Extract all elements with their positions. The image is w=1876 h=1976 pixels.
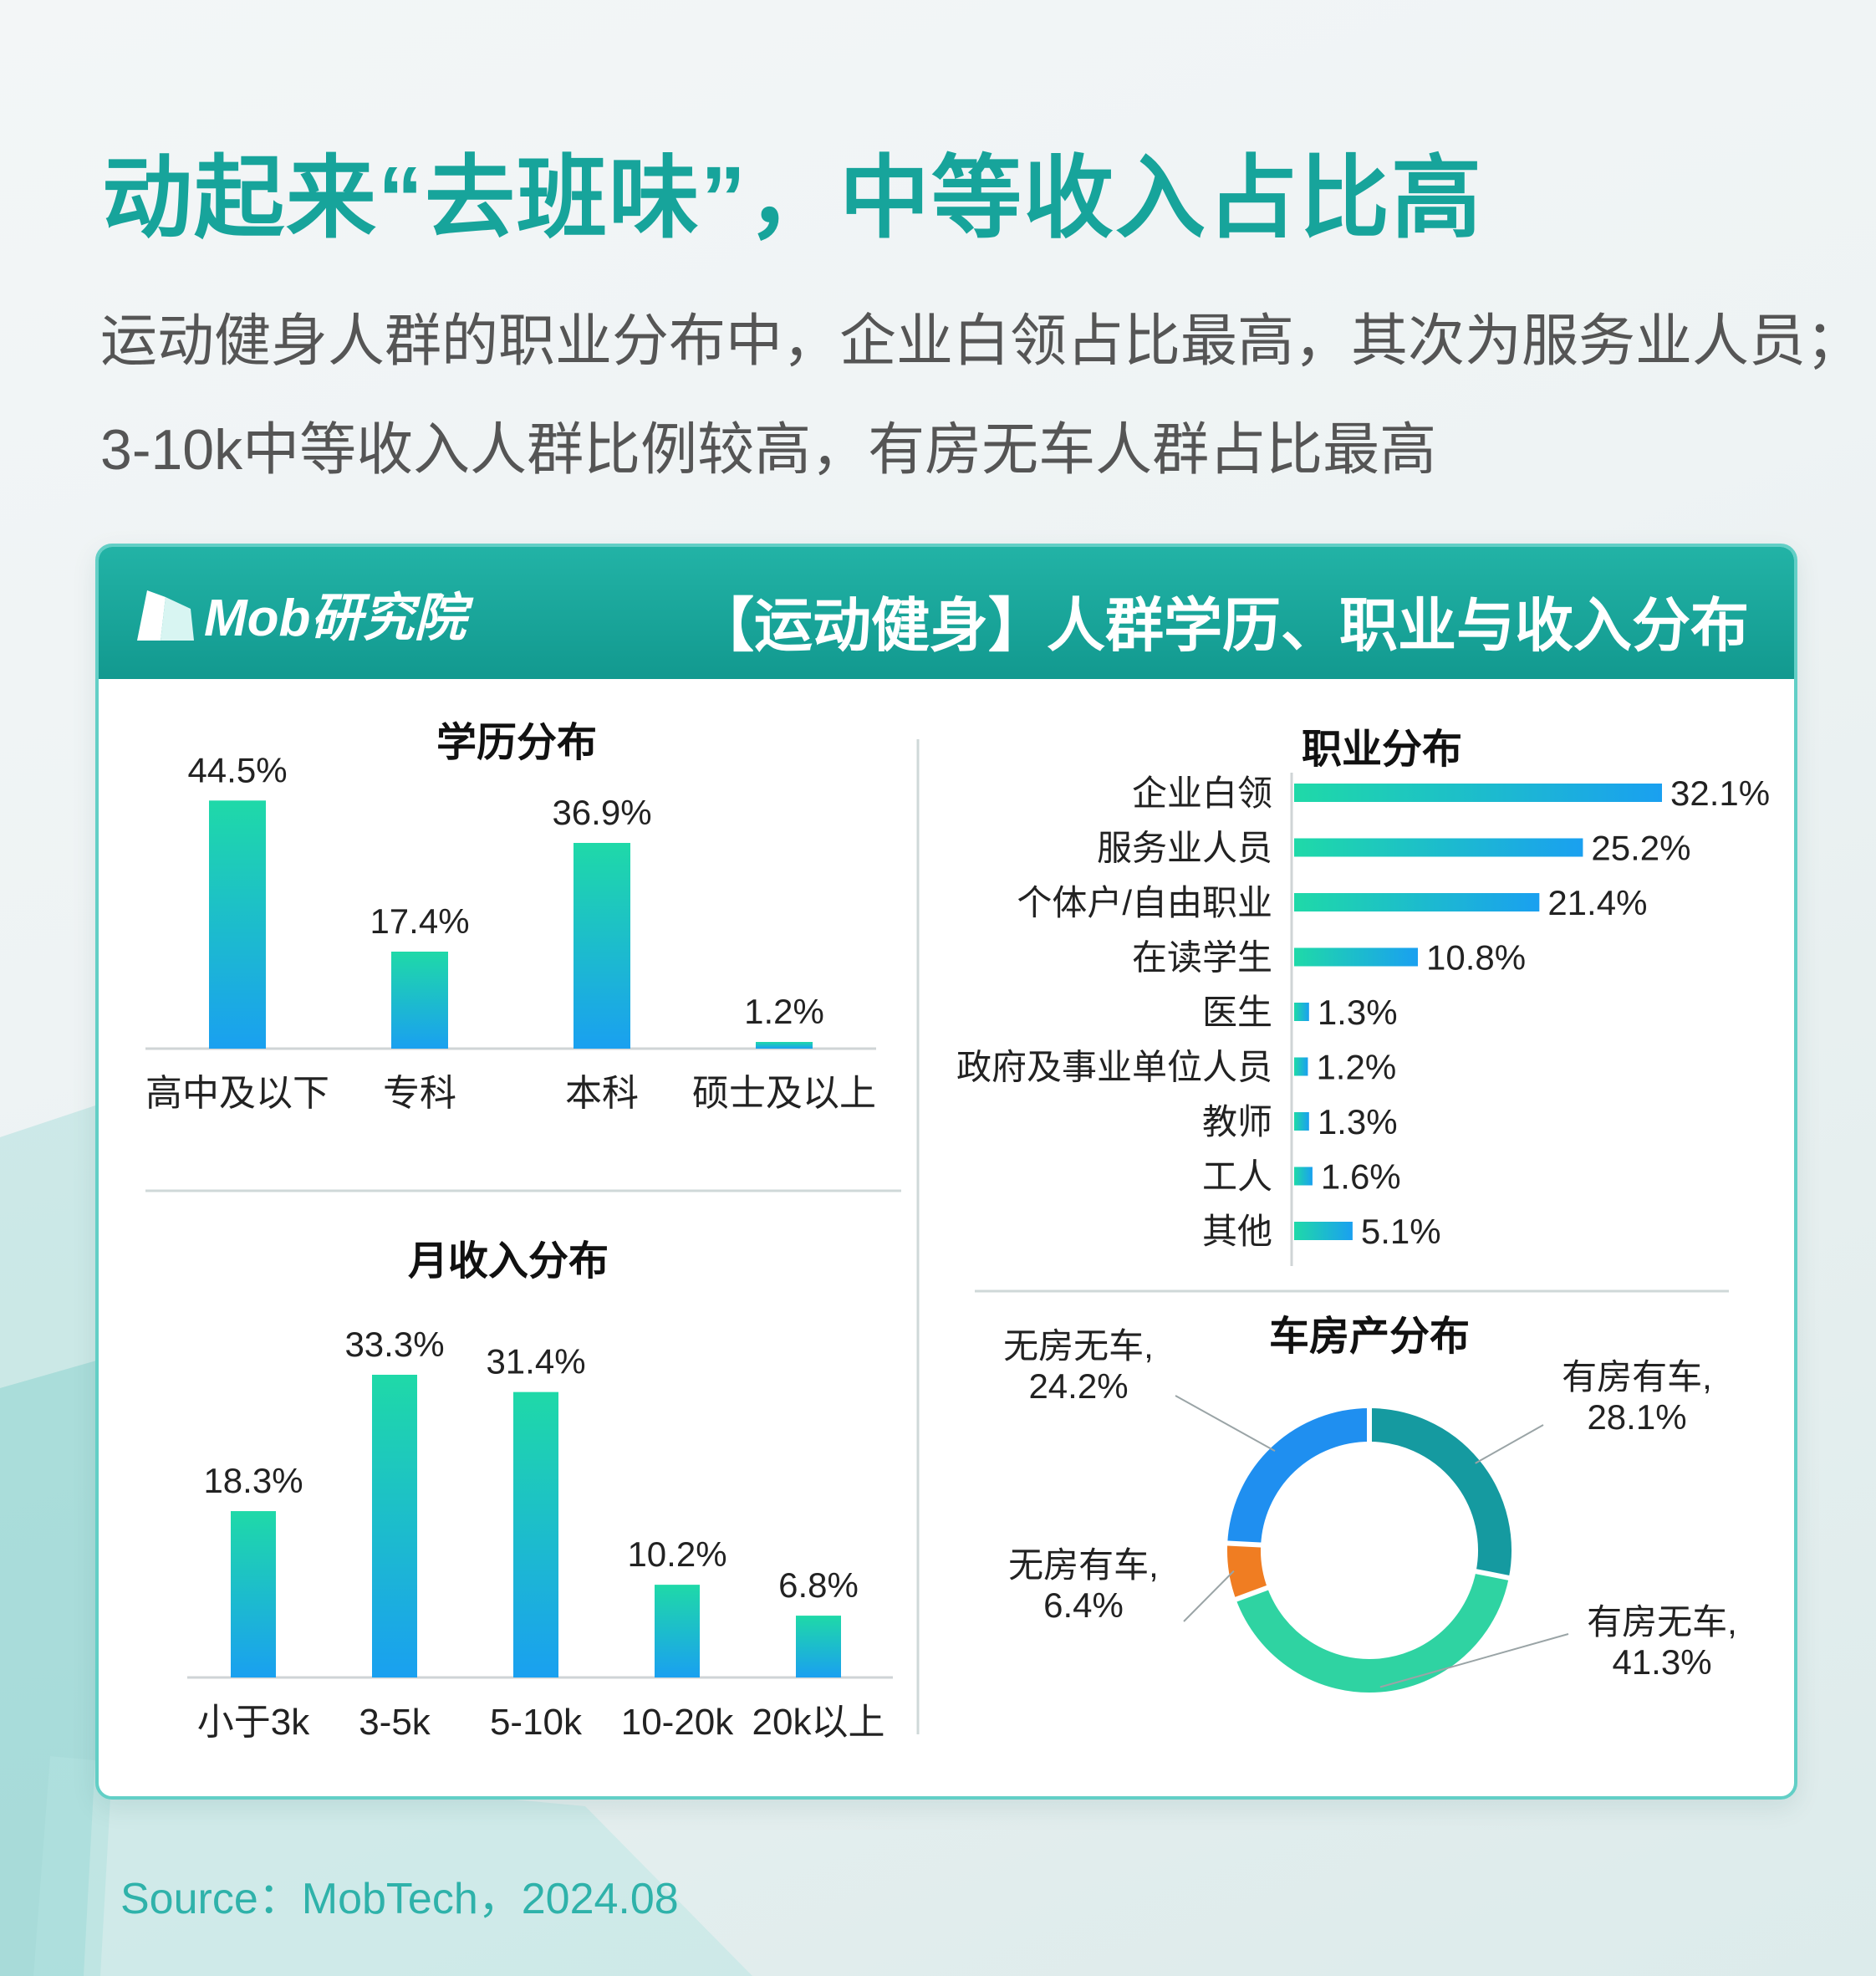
leader-line-2 — [1183, 1570, 1235, 1622]
slice-label-1: 有房无车, — [1587, 1602, 1737, 1642]
data-label-4: 6.8% — [778, 1565, 859, 1605]
bar-3 — [655, 1585, 700, 1677]
bar-8 — [1294, 1222, 1353, 1240]
data-label-1: 33.3% — [344, 1325, 444, 1364]
category-label-7: 工人 — [1202, 1157, 1272, 1197]
category-label-1: 服务业人员 — [1097, 829, 1272, 868]
donut-slice-0 — [1369, 1408, 1512, 1578]
data-label-3: 10.2% — [627, 1534, 726, 1574]
mob-logo: Mob研究院 — [135, 575, 466, 651]
data-label-1: 25.2% — [1591, 829, 1690, 868]
slice-value-1: 41.3% — [1612, 1642, 1711, 1682]
category-label-4: 医生 — [1202, 993, 1272, 1032]
data-label-0: 32.1% — [1670, 774, 1770, 813]
leader-line-0 — [1475, 1424, 1544, 1464]
charts-canvas: 学历分布 44.5% 高中及以下 17.4% 专科 36.9% 本科 1.2% 硕士及以上月收入… — [145, 721, 1770, 1743]
data-label-2: 36.9% — [552, 793, 651, 832]
source-text: Source：MobTech，2024.08 — [120, 1875, 679, 1923]
slice-label-0: 有房有车, — [1562, 1357, 1712, 1396]
bar-3 — [756, 1042, 813, 1049]
category-label-4: 20k以上 — [752, 1702, 885, 1743]
mob-logo-icon — [137, 590, 194, 641]
data-label-2: 21.4% — [1547, 883, 1647, 922]
category-label-0: 小于3k — [197, 1702, 310, 1743]
bar-1 — [1294, 838, 1583, 857]
data-label-6: 1.3% — [1318, 1102, 1398, 1141]
subtitle-line-2: 3-10k中等收入人群比例较高，有房无车人群占比最高 — [100, 418, 1437, 482]
bar-1 — [391, 952, 448, 1049]
category-label-3: 在读学生 — [1132, 938, 1272, 978]
data-label-3: 10.8% — [1426, 938, 1526, 978]
category-label-5: 政府及事业单位人员 — [956, 1048, 1272, 1087]
slice-gap — [1473, 1568, 1512, 1581]
bar-4 — [1294, 1003, 1309, 1021]
slice-label-3: 无房无车, — [1003, 1326, 1154, 1366]
donut-slice-1 — [1236, 1570, 1509, 1693]
category-label-2: 个体户/自由职业 — [1017, 883, 1272, 922]
bar-7 — [1294, 1167, 1313, 1186]
category-label-0: 高中及以下 — [145, 1073, 329, 1114]
data-label-8: 5.1% — [1361, 1212, 1441, 1251]
headline: 动起来“去班味”，中等收入占比高 — [102, 147, 1484, 248]
category-label-0: 企业白领 — [1132, 774, 1272, 813]
bar-0 — [231, 1511, 276, 1677]
donut-slice-2 — [1227, 1543, 1268, 1600]
panel-header: Mob研究院 【运动健身】人群学历、职业与收入分布 — [99, 547, 1794, 679]
category-label-3: 10-20k — [621, 1702, 735, 1743]
category-label-8: 其他 — [1202, 1212, 1272, 1251]
bar-4 — [796, 1616, 841, 1677]
panel-title: 【运动健身】人群学历、职业与收入分布 — [696, 593, 1749, 658]
data-label-1: 17.4% — [370, 901, 469, 941]
chart-title: 学历分布 — [436, 721, 597, 765]
category-label-1: 专科 — [383, 1073, 456, 1114]
subtitle-line-1: 运动健身人群的职业分布中，企业白领占比最高，其次为服务业人员； — [100, 309, 1863, 373]
leader-line-1 — [1379, 1633, 1569, 1688]
bar-0 — [1294, 784, 1662, 802]
chart-title: 职业分布 — [1302, 728, 1462, 772]
bar-1 — [372, 1375, 417, 1677]
data-label-4: 1.3% — [1318, 993, 1398, 1032]
chart-panel: Mob研究院 【运动健身】人群学历、职业与收入分布 学历分布 44.5% 高中及以下… — [95, 544, 1797, 1800]
slice-gap — [1226, 1540, 1263, 1548]
chart-title: 月收入分布 — [408, 1239, 609, 1284]
data-label-0: 44.5% — [187, 750, 287, 789]
data-label-2: 31.4% — [486, 1342, 585, 1381]
category-label-1: 3-5k — [359, 1702, 431, 1743]
bar-6 — [1294, 1112, 1309, 1131]
slice-gap — [1233, 1585, 1270, 1603]
slice-value-2: 6.4% — [1043, 1585, 1124, 1625]
bar-2 — [513, 1391, 558, 1677]
category-label-2: 5-10k — [490, 1702, 583, 1743]
chart-title: 车房产分布 — [1269, 1315, 1470, 1359]
slice-value-0: 28.1% — [1587, 1397, 1686, 1437]
slice-value-3: 24.2% — [1028, 1366, 1128, 1406]
category-label-6: 教师 — [1202, 1102, 1272, 1141]
bar-0 — [209, 800, 266, 1049]
bar-5 — [1294, 1057, 1308, 1076]
data-label-0: 18.3% — [203, 1461, 303, 1500]
leader-line-3 — [1175, 1395, 1276, 1453]
data-label-3: 1.2% — [744, 992, 824, 1031]
data-label-5: 1.2% — [1316, 1048, 1396, 1087]
donut-slice-3 — [1227, 1408, 1370, 1545]
bar-3 — [1294, 947, 1419, 967]
logo-text: Mob研究院 — [204, 590, 466, 647]
slice-label-2: 无房有车, — [1008, 1545, 1159, 1585]
category-label-2: 本科 — [565, 1073, 639, 1114]
bar-2 — [574, 843, 630, 1049]
data-label-7: 1.6% — [1321, 1157, 1401, 1197]
bar-2 — [1294, 893, 1540, 911]
category-label-3: 硕士及以上 — [692, 1073, 876, 1114]
